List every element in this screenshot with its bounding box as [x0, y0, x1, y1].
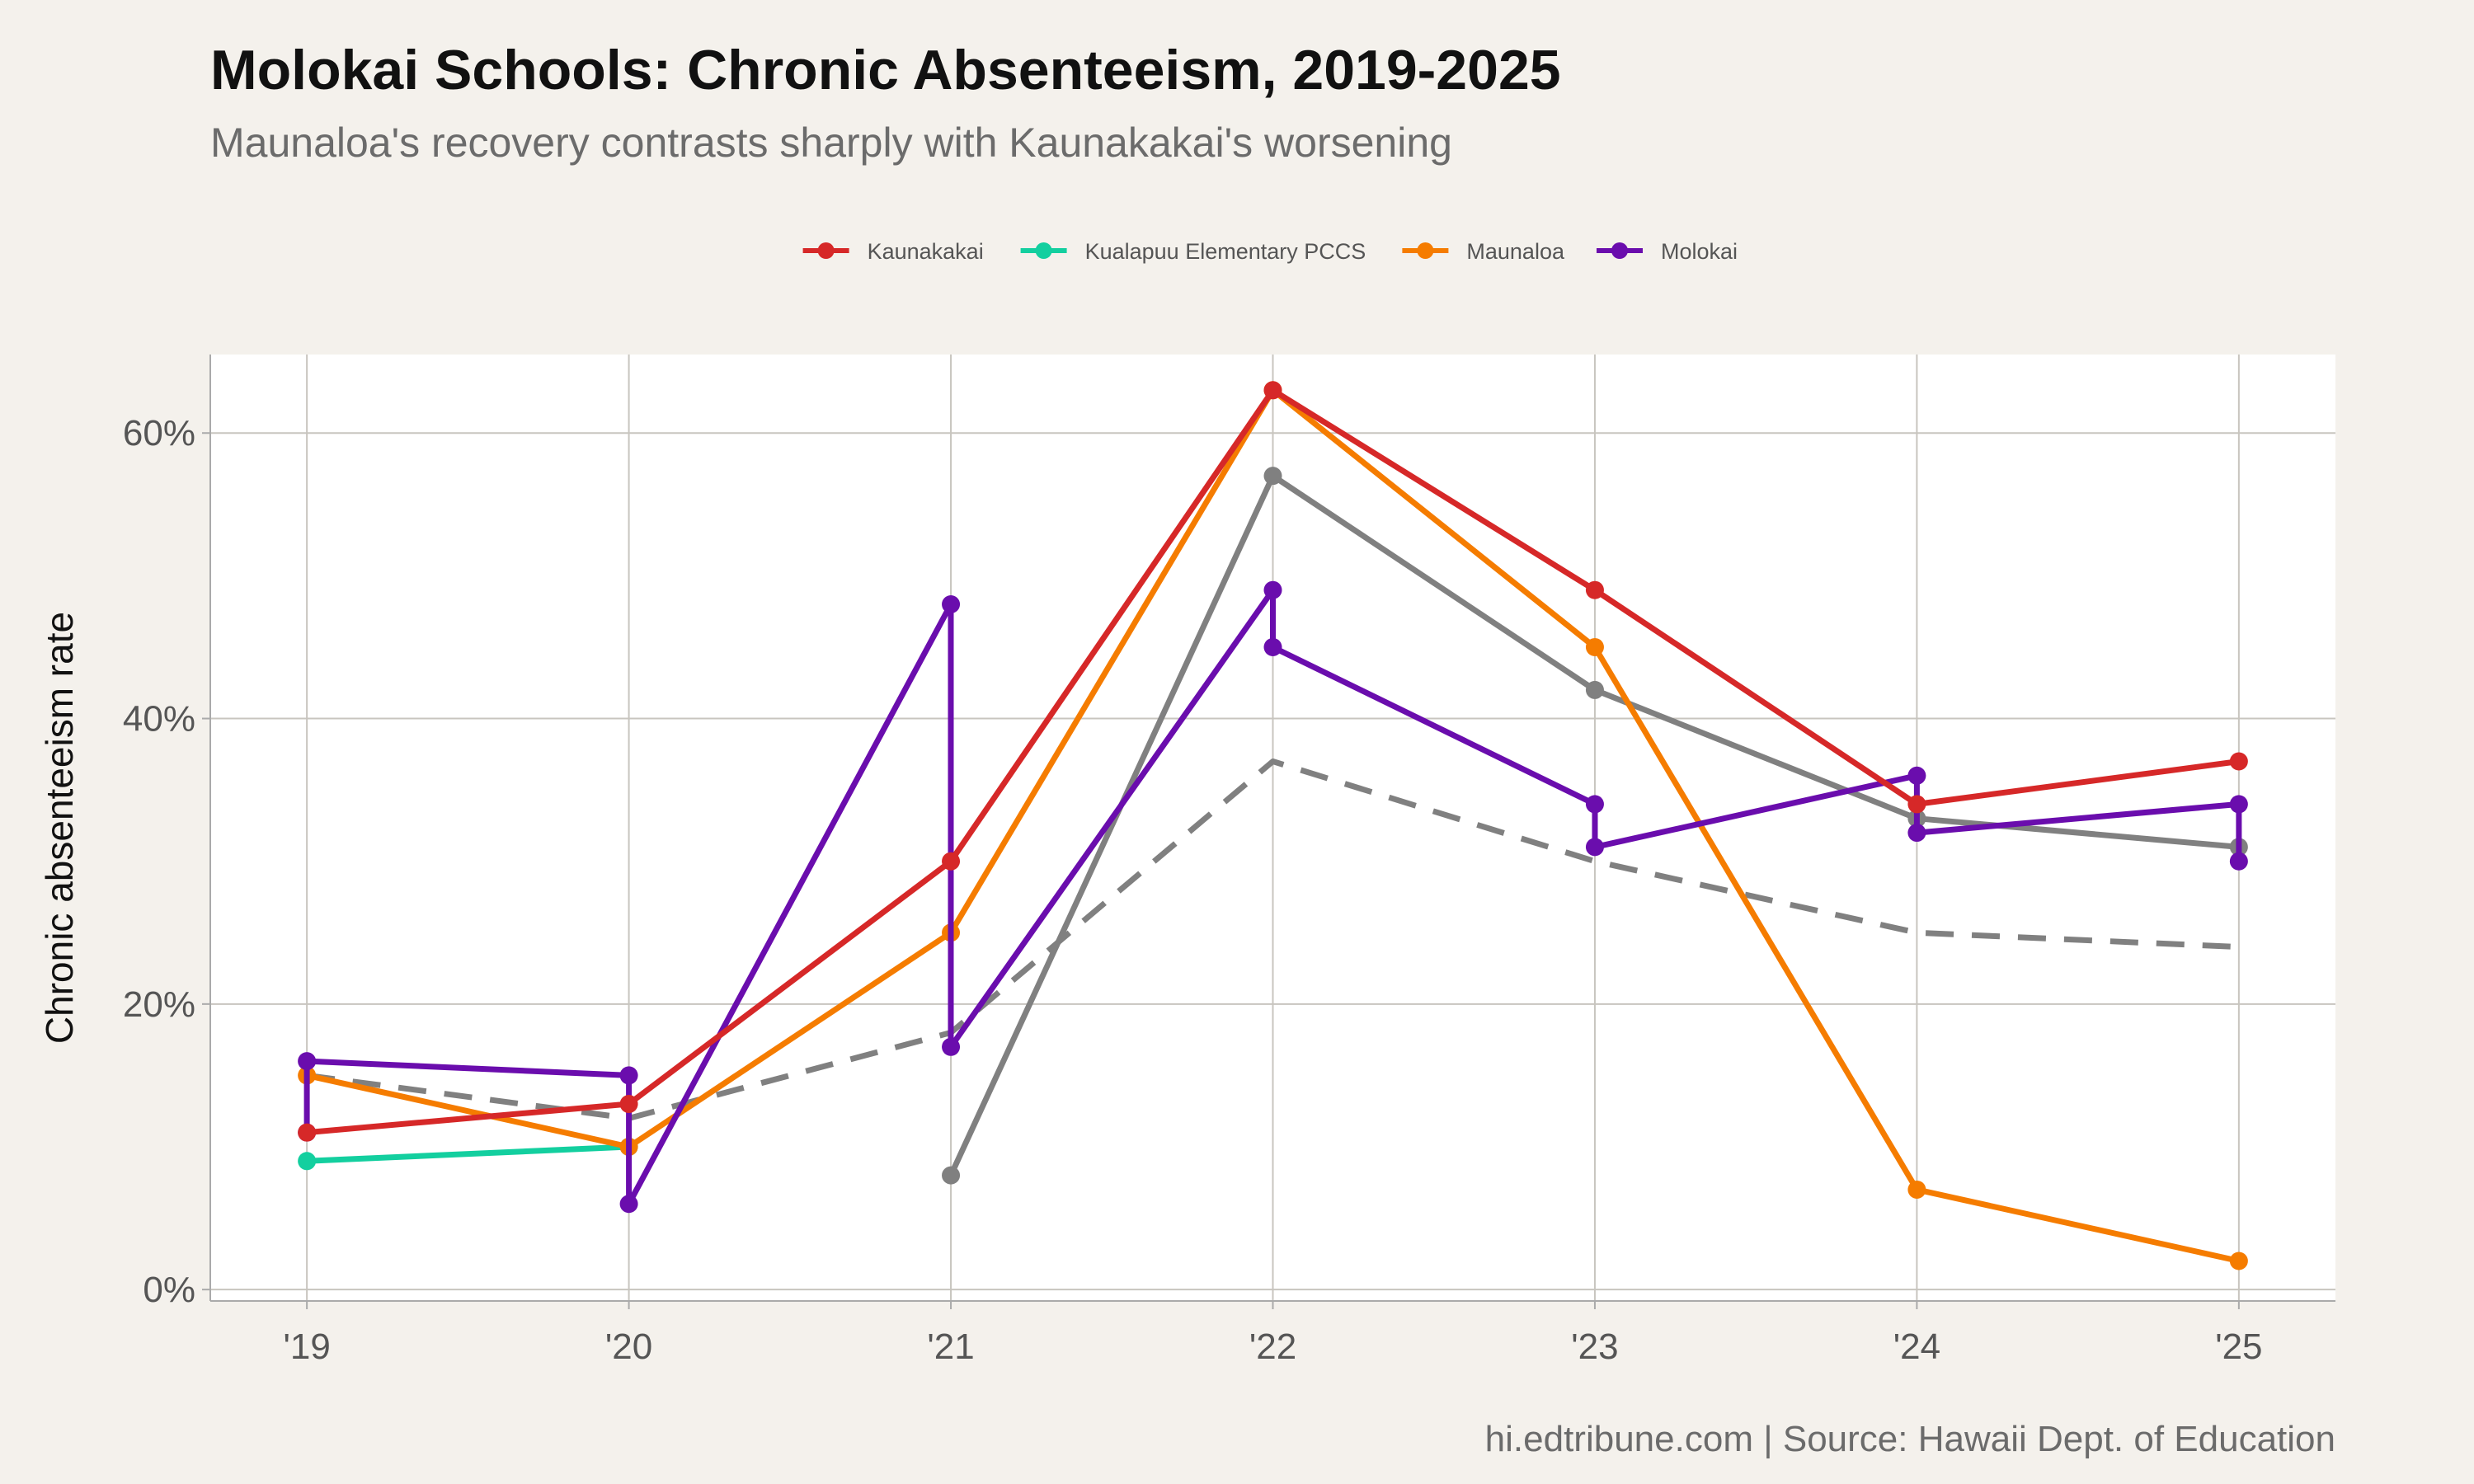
y-tick-label: 0% — [143, 1270, 195, 1310]
data-point-molokai — [1263, 580, 1282, 599]
legend-label: Kaunakakai — [868, 239, 984, 264]
chart-caption: hi.edtribune.com | Source: Hawaii Dept. … — [1485, 1419, 2335, 1459]
x-tick-label: '20 — [605, 1327, 652, 1367]
data-point-reference-gray — [1263, 467, 1282, 486]
y-tick-label: 40% — [123, 699, 195, 740]
data-point-reference-gray — [1585, 680, 1604, 699]
legend-item-molokai: Molokai — [1597, 239, 1738, 264]
data-point-molokai — [619, 1066, 638, 1085]
legend-item-maunaloa: Maunaloa — [1402, 239, 1565, 264]
legend-key-point — [817, 242, 835, 259]
legend-key-point — [1611, 242, 1628, 259]
y-tick-label: 60% — [123, 413, 195, 453]
legend-label: Maunaloa — [1466, 239, 1565, 264]
legend-item-kaunakakai: Kaunakakai — [802, 239, 984, 264]
data-point-maunaloa — [1907, 1180, 1926, 1199]
data-point-molokai — [298, 1052, 317, 1071]
data-point-kaunakakai — [1907, 795, 1926, 814]
legend-label: Kualapuu Elementary PCCS — [1085, 239, 1366, 264]
data-point-molokai — [1263, 637, 1282, 656]
chart-title: Molokai Schools: Chronic Absenteeism, 20… — [210, 39, 1561, 101]
x-tick-label: '21 — [927, 1327, 974, 1367]
data-point-kaunakakai — [1263, 381, 1282, 400]
chart-subtitle: Maunaloa's recovery contrasts sharply wi… — [210, 120, 1452, 166]
legend-item-kualapuu-elementary-pccs: Kualapuu Elementary PCCS — [1020, 239, 1366, 264]
x-tick-label: '19 — [283, 1327, 330, 1367]
y-tick-label: 20% — [123, 984, 195, 1025]
x-tick-label: '24 — [1893, 1327, 1940, 1367]
legend-key-point — [1417, 242, 1434, 259]
data-point-kaunakakai — [942, 852, 961, 871]
data-point-kaunakakai — [619, 1095, 638, 1114]
data-point-kaunakakai — [2229, 752, 2248, 771]
legend-label: Molokai — [1661, 239, 1738, 264]
x-tick-label: '23 — [1571, 1327, 1618, 1367]
data-point-kaunakakai — [298, 1123, 317, 1142]
series-line-kualapuu-elementary-pccs — [306, 1144, 629, 1164]
data-point-molokai — [2229, 852, 2248, 871]
data-point-molokai — [942, 595, 961, 614]
data-point-molokai — [619, 1195, 638, 1214]
data-point-molokai — [2229, 795, 2248, 814]
data-point-kaunakakai — [1585, 580, 1604, 599]
data-point-molokai — [1907, 824, 1926, 843]
axes: 0% 20% 40% 60% '19 '20 '21 '22 '23 '24 '25 — [123, 355, 2335, 1367]
data-point-molokai — [1907, 766, 1926, 785]
data-point-molokai — [1585, 838, 1604, 857]
x-tick-label: '25 — [2215, 1327, 2262, 1367]
series-layer — [298, 381, 2248, 1270]
series-kaunakakai — [298, 381, 2248, 1142]
data-point-kualapuu-elementary-pccs — [298, 1152, 317, 1171]
data-point-molokai — [942, 1037, 961, 1056]
data-point-reference-gray — [942, 1166, 961, 1185]
data-point-maunaloa — [2229, 1252, 2248, 1270]
data-point-maunaloa — [1585, 637, 1604, 656]
legend: Kaunakakai Kualapuu Elementary PCCS Maunal… — [802, 239, 1738, 264]
legend-key-point — [1035, 242, 1052, 259]
x-tick-label: '22 — [1249, 1327, 1296, 1367]
data-point-molokai — [1585, 795, 1604, 814]
y-axis-title: Chronic absenteeism rate — [38, 612, 81, 1044]
